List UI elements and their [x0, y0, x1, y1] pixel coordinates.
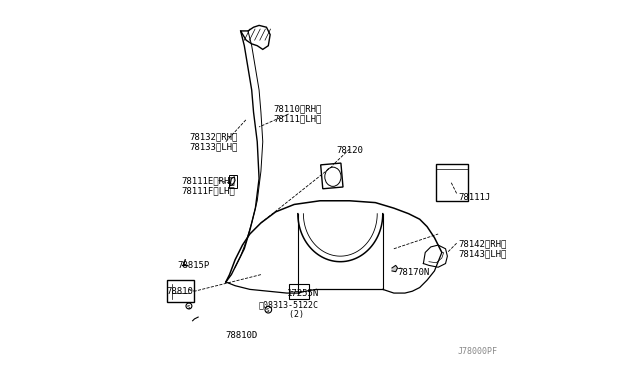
Bar [167, 280, 195, 302]
Text: J78000PF: J78000PF [457, 347, 497, 356]
Text: 78120: 78120 [337, 147, 364, 155]
Bar [229, 175, 237, 188]
Text: 78142〈RH〉
78143〈LH〉: 78142〈RH〉 78143〈LH〉 [458, 239, 507, 259]
Text: 78170N: 78170N [397, 268, 430, 277]
Text: 17255N: 17255N [287, 289, 319, 298]
Text: 78111J: 78111J [458, 193, 491, 202]
Text: 78110〈RH〉
78111〈LH〉: 78110〈RH〉 78111〈LH〉 [274, 104, 322, 124]
Text: 78815P: 78815P [178, 261, 210, 270]
Bar [436, 164, 468, 201]
Text: s: s [186, 304, 190, 310]
Text: 78111E〈RH〉
78111F〈LH〉: 78111E〈RH〉 78111F〈LH〉 [182, 176, 236, 196]
Text: 78810: 78810 [167, 287, 194, 296]
Bar [289, 284, 309, 299]
Text: s: s [266, 307, 269, 314]
Text: 78132〈RH〉
78133〈LH〉: 78132〈RH〉 78133〈LH〉 [189, 132, 237, 151]
Polygon shape [392, 265, 397, 272]
Text: 78810D: 78810D [226, 331, 258, 340]
Bar [321, 163, 343, 189]
Text: 倉08313-5122C
      (2): 倉08313-5122C (2) [259, 300, 319, 320]
